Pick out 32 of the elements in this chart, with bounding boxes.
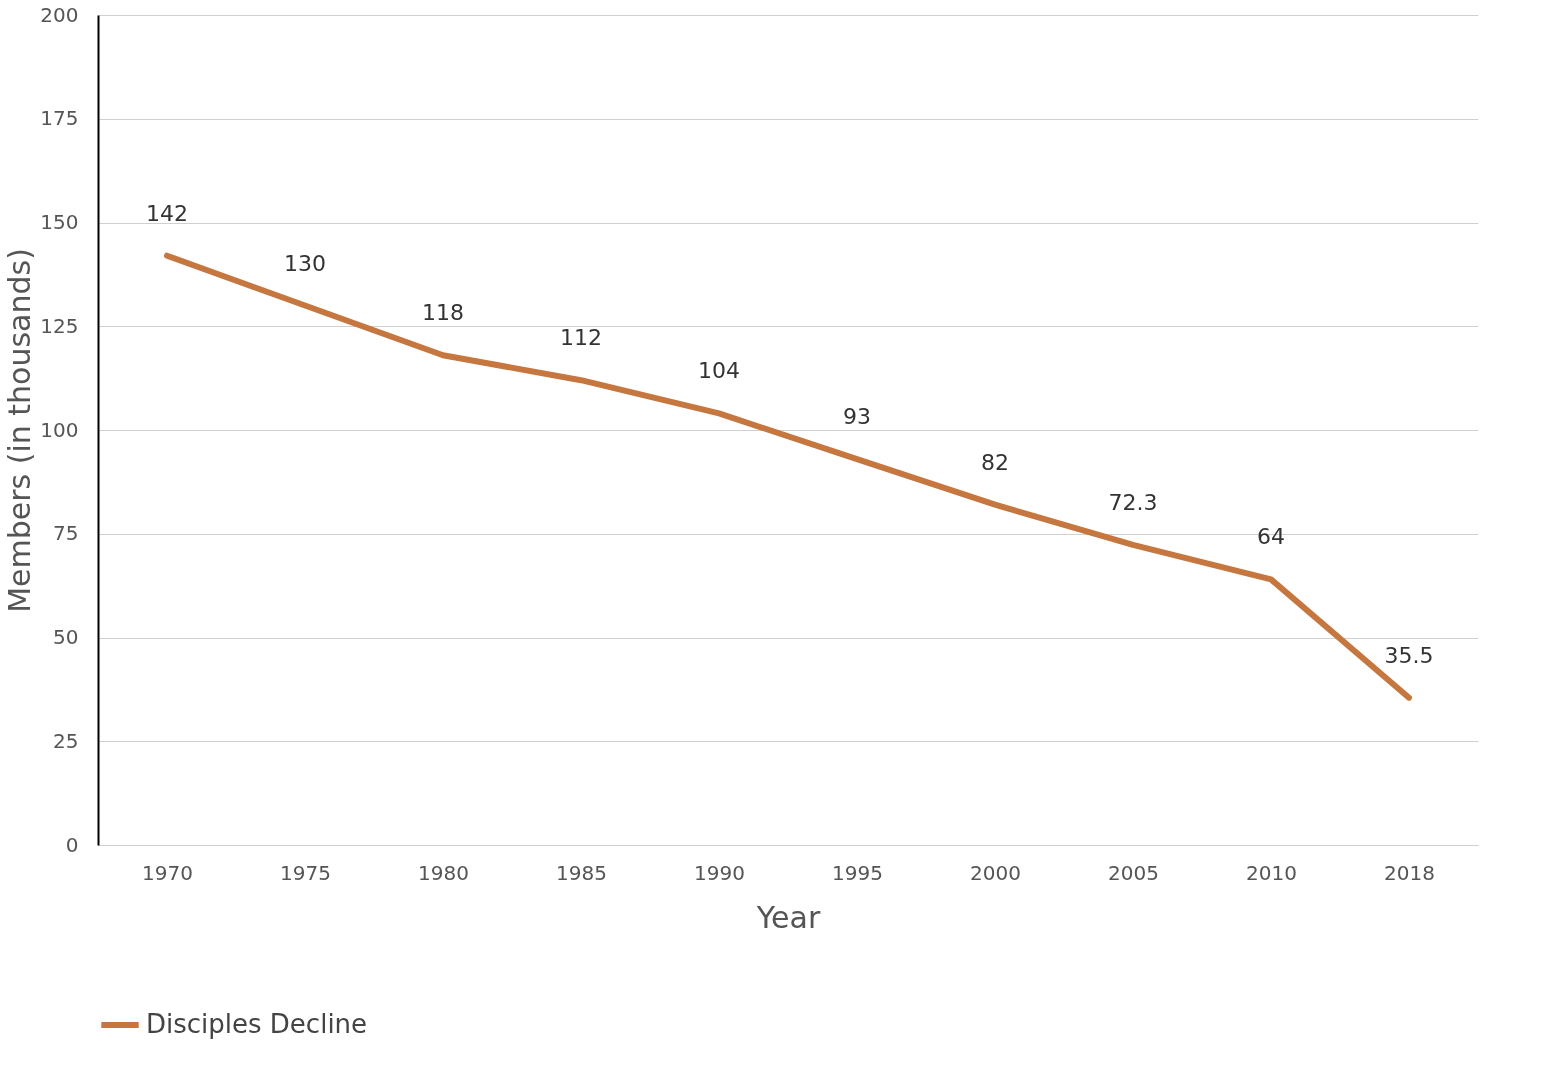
x-tick-label: 1985 bbox=[556, 860, 607, 885]
y-tick-label: 50 bbox=[53, 625, 79, 649]
x-tick-label: 2018 bbox=[1384, 860, 1435, 885]
data-label: 93 bbox=[843, 404, 871, 430]
legend-label: Disciples Decline bbox=[146, 1009, 368, 1039]
data-label: 35.5 bbox=[1384, 642, 1434, 668]
data-label: 64 bbox=[1257, 524, 1285, 550]
x-tick-label: 1970 bbox=[142, 860, 193, 885]
x-tick-label: 2000 bbox=[970, 860, 1021, 885]
y-tick-label: 125 bbox=[40, 313, 79, 338]
data-label: 82 bbox=[981, 449, 1009, 475]
y-tick-label: 100 bbox=[40, 417, 79, 442]
data-label: 72.3 bbox=[1108, 489, 1158, 515]
x-tick-label: 1995 bbox=[832, 860, 883, 885]
x-tick-label: 1990 bbox=[694, 860, 745, 885]
x-tick-label: 2010 bbox=[1246, 860, 1297, 885]
x-tick-label: 1980 bbox=[418, 860, 469, 885]
x-tick-label: 2005 bbox=[1108, 860, 1159, 885]
y-axis-title: Members (in thousands) bbox=[2, 248, 38, 613]
y-tick-label: 175 bbox=[40, 106, 79, 131]
y-tick-label: 75 bbox=[53, 521, 79, 546]
y-tick-label: 200 bbox=[40, 2, 79, 27]
y-tick-label: 150 bbox=[40, 210, 79, 234]
x-tick-label: 1975 bbox=[280, 860, 331, 885]
data-label: 112 bbox=[560, 325, 602, 351]
data-label: 104 bbox=[698, 358, 740, 384]
data-label: 142 bbox=[146, 200, 188, 226]
x-axis-title: Year bbox=[755, 899, 821, 935]
data-label: 118 bbox=[422, 300, 464, 326]
data-label: 130 bbox=[284, 250, 326, 276]
y-tick-label: 0 bbox=[65, 832, 79, 857]
y-tick-label: 25 bbox=[53, 728, 79, 753]
